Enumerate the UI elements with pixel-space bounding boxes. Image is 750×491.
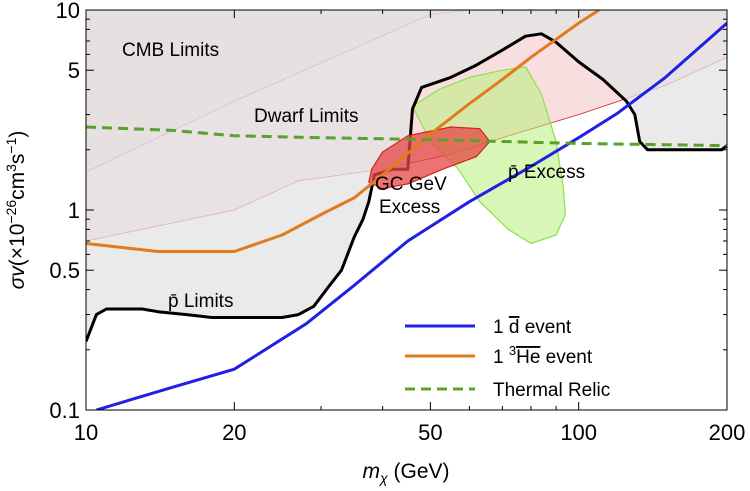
series-line-0 <box>95 21 727 410</box>
pbar-limits-label: p̄ Limits <box>168 291 233 312</box>
regions-layer <box>86 10 727 343</box>
x-tick-label: 100 <box>560 420 597 445</box>
legend: 1 d event 1 3He event Thermal Relic <box>405 317 610 401</box>
y-tick-label: 0.1 <box>49 398 80 423</box>
x-tick-label: 20 <box>222 420 246 445</box>
pbar-limits-region <box>86 10 727 342</box>
ticks-layer: 10 20 50 100 200 0.1 0.5 1 5 10 <box>49 0 745 445</box>
gc-gev-excess-region <box>368 126 491 190</box>
legend-label-2: Thermal Relic <box>493 380 610 401</box>
cmb-limits-label: CMB Limits <box>122 40 219 61</box>
series-line-1 <box>86 10 600 253</box>
y-tick-label: 10 <box>56 0 80 23</box>
series-line-2 <box>86 125 727 148</box>
x-tick-label: 10 <box>74 420 98 445</box>
y-tick-label: 5 <box>68 58 80 83</box>
legend-label-0: 1 d event <box>493 317 572 338</box>
x-tick-label: 50 <box>418 420 442 445</box>
gc-gev-excess-label-line2: Excess <box>379 197 440 218</box>
pbar-excess-region <box>411 66 567 245</box>
gc-gev-excess-label-line1: GC GeV <box>375 174 447 195</box>
legend-label-1: 1 3He event <box>493 343 593 368</box>
pbar-excess-label: p̄ Excess <box>508 162 585 183</box>
y-tick-label: 0.5 <box>49 258 80 283</box>
y-axis-label: σv(×10−26cm3s−1) <box>3 131 29 290</box>
series-layer <box>86 10 727 410</box>
dwarf-limits-label: Dwarf Limits <box>254 106 359 127</box>
y-tick-label: 1 <box>68 198 80 223</box>
x-axis-label: mχ (GeV) <box>363 460 450 486</box>
x-tick-label: 200 <box>709 420 746 445</box>
